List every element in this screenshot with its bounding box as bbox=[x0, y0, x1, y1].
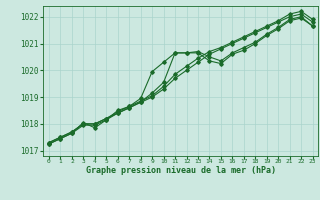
X-axis label: Graphe pression niveau de la mer (hPa): Graphe pression niveau de la mer (hPa) bbox=[86, 166, 276, 175]
